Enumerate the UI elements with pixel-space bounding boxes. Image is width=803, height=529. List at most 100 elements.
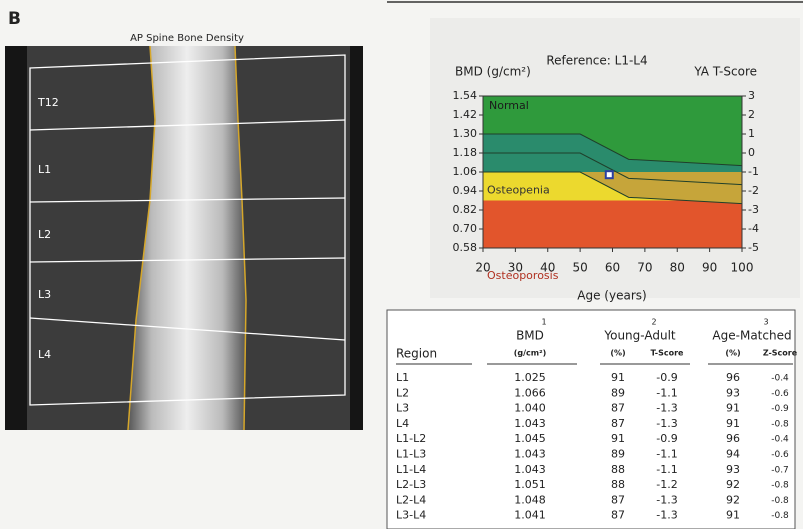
table-cell: 93	[726, 386, 740, 399]
table-cell: -0.8	[771, 481, 789, 491]
table-cell: -0.7	[771, 465, 789, 475]
table-cell: -1.1	[656, 463, 677, 476]
x-tick-label: 60	[605, 261, 620, 275]
table-subheader: (%)	[725, 349, 740, 358]
x-tick-label: 50	[572, 261, 587, 275]
y-tick-label: 0.58	[453, 241, 478, 254]
table-cell: L1-L4	[396, 463, 426, 476]
table-cell: -1.2	[656, 478, 677, 491]
x-axis-label: Age (years)	[577, 289, 646, 303]
table-cell: -0.9	[656, 371, 677, 384]
vertebra-label: L4	[38, 348, 51, 361]
x-tick-label: 80	[670, 261, 685, 275]
y2-tick-label: 3	[748, 89, 755, 102]
table-cell: 91	[726, 402, 740, 415]
vertebra-label: L3	[38, 288, 51, 301]
table-cell: 96	[726, 432, 740, 445]
table-cell: L4	[396, 417, 409, 430]
figure: B AP Spine Bone Density T12L1L2L3L4 Norm…	[0, 0, 803, 529]
x-tick-label: 90	[702, 261, 717, 275]
table-cell: 1.051	[514, 478, 546, 491]
table-cell: L3	[396, 402, 409, 415]
x-tick-label: 100	[731, 261, 754, 275]
table-cell: L2	[396, 386, 409, 399]
y-tick-label: 1.42	[453, 108, 478, 121]
table-cell: -1.3	[656, 402, 677, 415]
table-cell: -1.3	[656, 509, 677, 522]
table-note: 3	[763, 318, 768, 327]
table-note: 1	[541, 318, 546, 327]
table-cell: 87	[611, 509, 625, 522]
vertebra-label: L1	[38, 163, 51, 176]
zone	[483, 201, 742, 249]
table-cell: L1-L2	[396, 432, 426, 445]
table-cell: 91	[611, 371, 625, 384]
table-cell: L1	[396, 371, 409, 384]
table-cell: 89	[611, 448, 625, 461]
y2-tick-label: 1	[748, 127, 755, 140]
table-header: Age-Matched	[712, 329, 791, 343]
table-cell: 91	[726, 417, 740, 430]
table-cell: -0.6	[771, 450, 789, 460]
table-cell: -0.4	[771, 374, 789, 384]
y2-tick-label: -5	[748, 241, 759, 254]
table-cell: -0.9	[771, 404, 789, 414]
table-cell: 91	[726, 509, 740, 522]
chart-title: Reference: L1-L4	[546, 54, 647, 68]
x-tick-label: 30	[508, 261, 523, 275]
table-cell: L2-L4	[396, 493, 426, 506]
table-header: BMD	[516, 329, 544, 343]
y2-tick-label: -1	[748, 165, 759, 178]
scan-title: AP Spine Bone Density	[130, 33, 244, 44]
table-cell: -1.1	[656, 448, 677, 461]
table-cell: -0.6	[771, 389, 789, 399]
y-tick-label: 1.54	[453, 89, 478, 102]
y2-tick-label: -2	[748, 184, 759, 197]
table-cell: -1.3	[656, 493, 677, 506]
x-tick-label: 40	[540, 261, 555, 275]
table-subheader: (g/cm²)	[514, 349, 547, 358]
y-tick-label: 0.94	[453, 184, 478, 197]
table-cell: 96	[726, 371, 740, 384]
table-cell: L3-L4	[396, 509, 426, 522]
table-cell: -0.8	[771, 419, 789, 429]
table-cell: -0.8	[771, 496, 789, 506]
panel-label: B	[8, 9, 21, 29]
table-cell: 1.048	[514, 493, 546, 506]
y2-tick-label: 0	[748, 146, 755, 159]
table-cell: 1.043	[514, 463, 546, 476]
zone-label: Normal	[489, 99, 529, 112]
zone-label: Osteopenia	[487, 183, 550, 196]
table-cell: 92	[726, 478, 740, 491]
y2-tick-label: -3	[748, 203, 759, 216]
y2-tick-label: 2	[748, 108, 755, 121]
table-cell: 1.045	[514, 432, 546, 445]
y-tick-label: 0.70	[453, 222, 478, 235]
table-cell: 1.040	[514, 402, 546, 415]
table-cell: 93	[726, 463, 740, 476]
table-cell: 1.043	[514, 417, 546, 430]
y-tick-label: 1.30	[453, 127, 478, 140]
table-cell: -0.4	[771, 435, 789, 445]
table-subheader: (%)	[610, 349, 625, 358]
table-subheader: T-Score	[651, 349, 685, 358]
table-note: 2	[651, 318, 656, 327]
x-tick-label: 20	[475, 261, 490, 275]
x-tick-label: 70	[637, 261, 652, 275]
table-cell: 1.066	[514, 386, 546, 399]
y2-axis-label: YA T-Score	[693, 65, 757, 79]
table-cell: 88	[611, 463, 625, 476]
table-cell: 92	[726, 493, 740, 506]
y2-tick-label: -4	[748, 222, 759, 235]
table-cell: -1.3	[656, 417, 677, 430]
page: B AP Spine Bone Density T12L1L2L3L4 Norm…	[0, 0, 803, 529]
table-cell: 87	[611, 402, 625, 415]
table-cell: 94	[726, 448, 740, 461]
y-tick-label: 1.06	[453, 165, 478, 178]
y-tick-label: 1.18	[453, 146, 478, 159]
table-cell: 91	[611, 432, 625, 445]
table-cell: 1.043	[514, 448, 546, 461]
table-subheader: Z-Score	[763, 349, 798, 358]
table-cell: -1.1	[656, 386, 677, 399]
y-tick-label: 0.82	[453, 203, 478, 216]
